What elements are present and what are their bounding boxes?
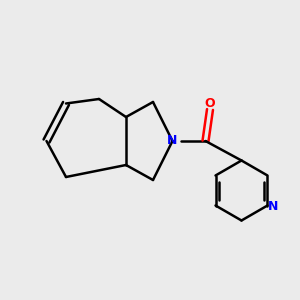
Text: O: O [205, 97, 215, 110]
Text: N: N [167, 134, 178, 148]
Text: N: N [268, 200, 278, 214]
